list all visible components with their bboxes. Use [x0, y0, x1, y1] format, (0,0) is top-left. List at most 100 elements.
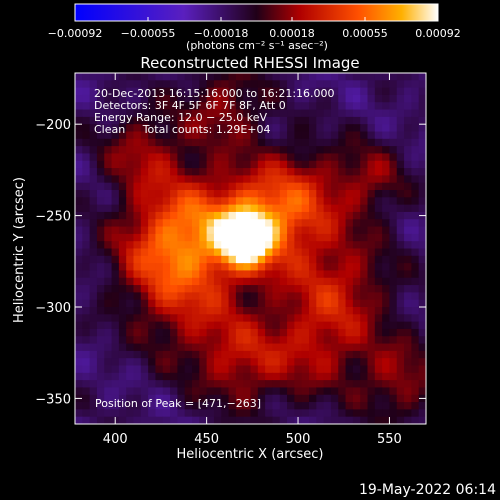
heatmap-cell — [374, 241, 383, 250]
heatmap-cell — [221, 263, 230, 272]
heatmap-cell — [148, 321, 157, 330]
heatmap-cell — [155, 80, 164, 89]
heatmap-cell — [243, 365, 252, 374]
heatmap-cell — [199, 226, 208, 235]
heatmap-cell — [272, 138, 281, 147]
heatmap-cell — [323, 394, 332, 403]
heatmap-cell — [309, 80, 317, 89]
heatmap-cell — [418, 131, 426, 140]
heatmap-cell — [170, 116, 178, 125]
heatmap-cell — [170, 94, 178, 103]
heatmap-cell — [411, 138, 420, 147]
colorbar-ticks: −0.00092 −0.00055 −0.00018 0.00018 0.00055 0.… — [48, 17, 461, 40]
heatmap-cell — [301, 372, 310, 381]
heatmap-cell — [89, 328, 98, 337]
heatmap-cell — [199, 358, 208, 367]
heatmap-cell — [126, 190, 135, 198]
heatmap-cell — [323, 226, 332, 235]
heatmap-cell — [382, 307, 391, 315]
heatmap-cell — [184, 80, 193, 89]
heatmap-cell — [89, 87, 98, 96]
heatmap-cell — [374, 336, 383, 345]
heatmap-cell — [82, 402, 91, 410]
heatmap-cell — [316, 285, 325, 293]
heatmap-cell — [396, 387, 405, 396]
heatmap-cell — [411, 307, 420, 315]
heatmap-cell — [243, 292, 252, 301]
heatmap-cell — [257, 116, 266, 125]
heatmap-cell — [148, 182, 157, 191]
heatmap-cell — [192, 307, 200, 315]
heatmap-cell — [287, 285, 295, 293]
heatmap-cell — [162, 131, 171, 140]
heatmap-cell — [294, 233, 303, 242]
heatmap-cell — [382, 270, 391, 279]
heatmap-cell — [162, 277, 171, 286]
heatmap-cell — [243, 255, 252, 264]
heatmap-cell — [257, 80, 266, 89]
heatmap-cell — [396, 138, 405, 147]
heatmap-cell — [192, 387, 200, 396]
heatmap-cell — [213, 277, 222, 286]
heatmap-cell — [140, 102, 149, 111]
heatmap-cell — [96, 233, 105, 242]
heatmap-cell — [352, 131, 361, 140]
heatmap-cell — [89, 211, 98, 220]
heatmap-cell — [104, 182, 113, 191]
heatmap-cell — [177, 87, 186, 96]
heatmap-cell — [279, 380, 288, 389]
heatmap-cell — [82, 211, 91, 220]
heatmap-cell — [367, 175, 376, 184]
heatmap-cell — [287, 328, 295, 337]
heatmap-cell — [411, 314, 420, 323]
heatmap-cell — [177, 219, 186, 228]
heatmap-cell — [287, 343, 295, 352]
heatmap-cell — [309, 146, 317, 155]
heatmap-cell — [82, 365, 91, 374]
heatmap-cell — [162, 138, 171, 147]
heatmap-cell — [265, 80, 274, 89]
heatmap-cell — [250, 168, 259, 176]
heatmap-cell — [396, 263, 405, 272]
heatmap-cell — [345, 248, 354, 257]
heatmap-cell — [257, 394, 266, 403]
heatmap-cell — [104, 131, 113, 140]
heatmap-cell — [82, 182, 91, 191]
heatmap-cell — [396, 233, 405, 242]
heatmap-cell — [155, 87, 164, 96]
heatmap-cell — [382, 211, 391, 220]
heatmap-cell — [316, 182, 325, 191]
heatmap-cell — [104, 73, 113, 81]
heatmap-cell — [309, 219, 317, 228]
heatmap-cell — [294, 190, 303, 198]
heatmap-cell — [148, 116, 157, 125]
heatmap-cell — [411, 387, 420, 396]
heatmap-cell — [257, 277, 266, 286]
heatmap-cell — [374, 321, 383, 330]
heatmap-cell — [265, 168, 274, 176]
heatmap-cell — [140, 270, 149, 279]
heatmap-cell — [316, 270, 325, 279]
heatmap-cell — [170, 299, 178, 308]
heatmap-cell — [133, 416, 142, 424]
heatmap-cell — [265, 292, 274, 301]
heatmap-cell — [206, 343, 215, 352]
heatmap-cell — [140, 248, 149, 257]
heatmap-cell — [155, 138, 164, 147]
heatmap-cell — [170, 168, 178, 176]
heatmap-cell — [250, 321, 259, 330]
heatmap-cell — [323, 190, 332, 198]
heatmap-cell — [213, 380, 222, 389]
heatmap-cell — [104, 255, 113, 264]
x-tick-label: 400 — [103, 432, 128, 447]
heatmap-cell — [148, 365, 157, 374]
heatmap-cell — [133, 336, 142, 345]
heatmap-cell — [382, 387, 391, 396]
heatmap-cell — [294, 387, 303, 396]
heatmap-cell — [89, 372, 98, 381]
heatmap-cell — [96, 116, 105, 125]
heatmap-cell — [301, 255, 310, 264]
heatmap-cell — [352, 153, 361, 162]
heatmap-cell — [345, 307, 354, 315]
heatmap-cell — [404, 285, 412, 293]
